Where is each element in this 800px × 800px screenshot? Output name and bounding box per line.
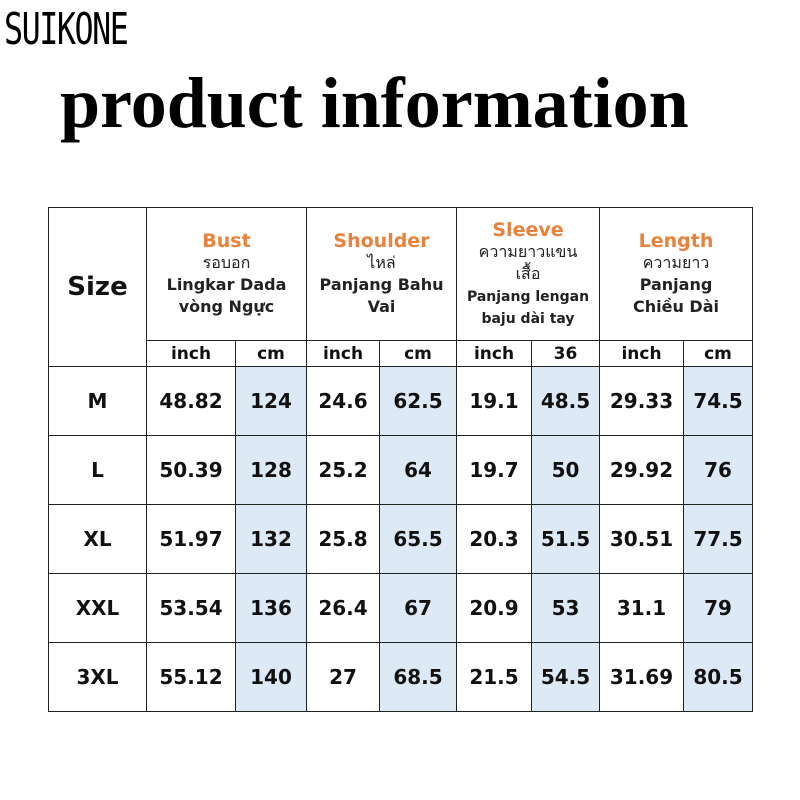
length-header: Length ความยาว Panjang Chiều Dài <box>599 207 753 341</box>
value-cell: 48.82 <box>146 366 236 436</box>
value-cell: 27 <box>306 642 380 712</box>
value-cell: 19.1 <box>456 366 532 436</box>
value-cell: 25.2 <box>306 435 380 505</box>
value-cell: 25.8 <box>306 504 380 574</box>
table-row: XL 51.97 132 25.8 65.5 20.3 51.5 30.51 77.5 <box>48 504 753 574</box>
size-cell: L <box>48 435 147 505</box>
value-cell: 74.5 <box>683 366 753 436</box>
value-cell: 80.5 <box>683 642 753 712</box>
value-cell: 29.33 <box>599 366 684 436</box>
size-header: Size <box>48 207 147 367</box>
unit-header: inch <box>599 340 684 367</box>
value-cell: 76 <box>683 435 753 505</box>
size-cell: M <box>48 366 147 436</box>
value-cell: 140 <box>235 642 307 712</box>
value-cell: 24.6 <box>306 366 380 436</box>
value-cell: 55.12 <box>146 642 236 712</box>
unit-header: cm <box>235 340 307 367</box>
value-cell: 20.3 <box>456 504 532 574</box>
value-cell: 54.5 <box>531 642 600 712</box>
value-cell: 68.5 <box>379 642 457 712</box>
bust-header: Bust รอบอก Lingkar Dada vòng Ngực <box>146 207 307 341</box>
table-row: 3XL 55.12 140 27 68.5 21.5 54.5 31.69 80.5 <box>48 642 753 712</box>
value-cell: 53 <box>531 573 600 643</box>
size-cell: XL <box>48 504 147 574</box>
value-cell: 50 <box>531 435 600 505</box>
value-cell: 67 <box>379 573 457 643</box>
value-cell: 29.92 <box>599 435 684 505</box>
value-cell: 53.54 <box>146 573 236 643</box>
unit-header: inch <box>146 340 236 367</box>
value-cell: 128 <box>235 435 307 505</box>
size-chart-table: Size Bust รอบอก Lingkar Dada vòng Ngực Shou… <box>48 207 753 712</box>
unit-header: cm <box>683 340 753 367</box>
value-cell: 51.97 <box>146 504 236 574</box>
value-cell: 62.5 <box>379 366 457 436</box>
value-cell: 48.5 <box>531 366 600 436</box>
value-cell: 64 <box>379 435 457 505</box>
value-cell: 26.4 <box>306 573 380 643</box>
value-cell: 31.69 <box>599 642 684 712</box>
value-cell: 19.7 <box>456 435 532 505</box>
unit-header: inch <box>306 340 380 367</box>
unit-header: inch <box>456 340 532 367</box>
shoulder-header: Shoulder ไหล่ Panjang Bahu Vai <box>306 207 457 341</box>
value-cell: 51.5 <box>531 504 600 574</box>
table-row: M 48.82 124 24.6 62.5 19.1 48.5 29.33 74.5 <box>48 366 753 436</box>
sleeve-header: Sleeve ความยาวแขน เสื้อ Panjang lengan baju … <box>456 207 600 341</box>
size-cell: 3XL <box>48 642 147 712</box>
value-cell: 124 <box>235 366 307 436</box>
unit-header: 36 <box>531 340 600 367</box>
value-cell: 79 <box>683 573 753 643</box>
table-row: L 50.39 128 25.2 64 19.7 50 29.92 76 <box>48 435 753 505</box>
value-cell: 50.39 <box>146 435 236 505</box>
value-cell: 136 <box>235 573 307 643</box>
page-title: product information <box>60 63 689 143</box>
size-cell: XXL <box>48 573 147 643</box>
value-cell: 31.1 <box>599 573 684 643</box>
value-cell: 20.9 <box>456 573 532 643</box>
value-cell: 30.51 <box>599 504 684 574</box>
brand-logo: SUIKONE <box>4 4 129 55</box>
unit-header: cm <box>379 340 457 367</box>
value-cell: 77.5 <box>683 504 753 574</box>
value-cell: 132 <box>235 504 307 574</box>
table-row: XXL 53.54 136 26.4 67 20.9 53 31.1 79 <box>48 573 753 643</box>
value-cell: 21.5 <box>456 642 532 712</box>
value-cell: 65.5 <box>379 504 457 574</box>
